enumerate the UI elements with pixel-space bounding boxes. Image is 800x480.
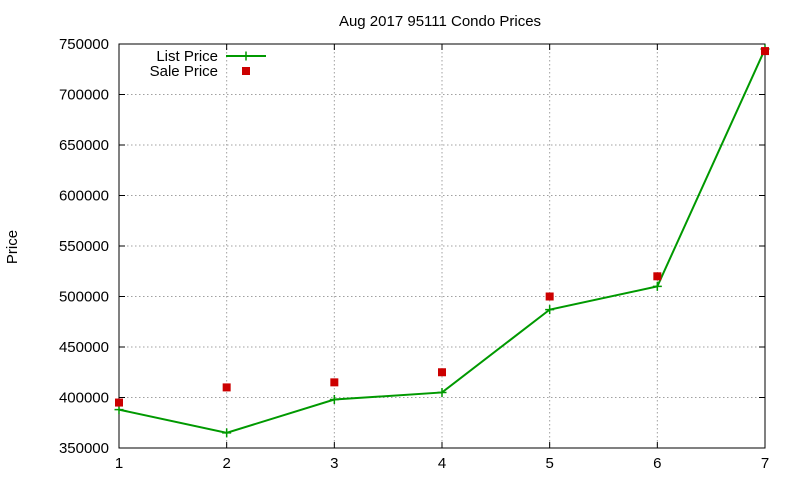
sale-price-point [438, 368, 446, 377]
y-tick-label: 700000 [59, 87, 109, 104]
y-tick-label: 400000 [59, 390, 109, 407]
y-tick-label: 650000 [59, 137, 109, 154]
sale-price-point [115, 398, 123, 407]
x-tick-label: 3 [330, 455, 338, 472]
sale-price-point [653, 272, 662, 281]
list-price-point [545, 305, 555, 315]
list-price-point [114, 405, 124, 415]
list-price-point [222, 428, 232, 438]
y-tick-label: 450000 [59, 339, 109, 356]
x-tick-label: 7 [761, 455, 769, 472]
x-tick-label: 1 [115, 455, 123, 472]
sale-price-point [761, 47, 769, 56]
y-tick-label: 600000 [59, 188, 109, 205]
axis-ticks: 350000 400000 450000 500000 550000 600000 6500… [59, 36, 769, 472]
series-layer [114, 44, 770, 438]
legend-marker-sale-price [242, 67, 250, 75]
x-tick-label: 5 [545, 455, 553, 472]
sale-price-point [545, 292, 554, 301]
list-price-point [652, 281, 662, 291]
list-price-point [437, 387, 447, 397]
legend-label-list-price: List Price [156, 48, 218, 65]
sale-price-point [330, 378, 339, 387]
chart-title: Aug 2017 95111 Condo Prices [339, 13, 541, 30]
y-axis-label: Price [4, 230, 21, 264]
y-tick-label: 350000 [59, 440, 109, 457]
x-tick-label: 4 [438, 455, 446, 472]
sale-price-point [222, 383, 231, 392]
y-tick-label: 500000 [59, 289, 109, 306]
x-tick-label: 2 [222, 455, 230, 472]
y-tick-label: 750000 [59, 36, 109, 53]
x-tick-label: 6 [653, 455, 661, 472]
list-price-point [329, 395, 339, 405]
legend-label-sale-price: Sale Price [150, 63, 218, 80]
legend-marker-list-price [241, 51, 251, 61]
grid [119, 44, 765, 448]
y-tick-label: 550000 [59, 238, 109, 255]
